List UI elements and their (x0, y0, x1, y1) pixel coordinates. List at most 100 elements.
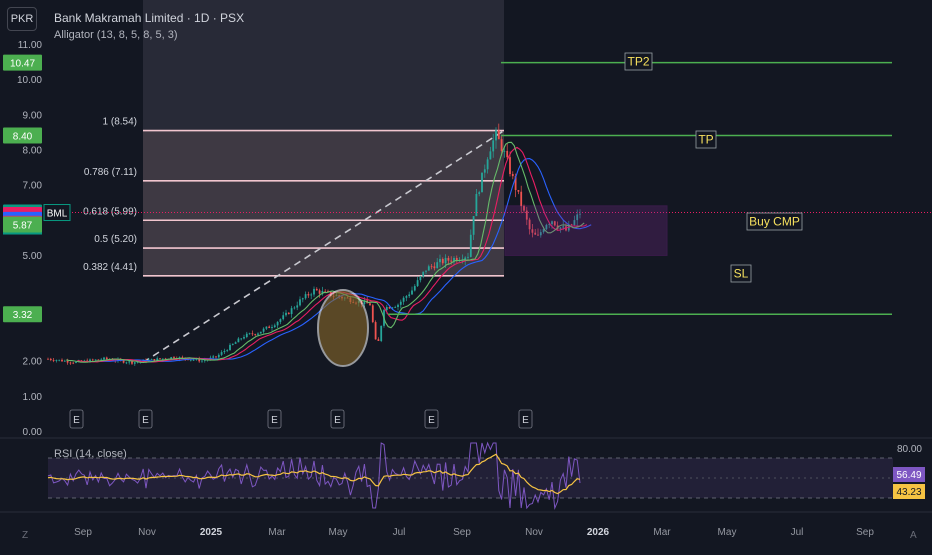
earnings-marker[interactable]: E (267, 409, 282, 429)
candle-body (391, 307, 394, 309)
price-tag-3.32: 3.32 (3, 306, 42, 323)
dip-highlight-circle (317, 289, 369, 367)
candle-body (105, 357, 108, 360)
price-tag-bg (3, 306, 42, 323)
candle-body (534, 232, 537, 235)
price-tag-5.87: 5.87 (3, 216, 42, 233)
candle-body (537, 234, 539, 236)
candle-body (539, 232, 542, 236)
candle-body (576, 214, 579, 221)
price-tag-bg (3, 127, 42, 144)
candle-body (153, 358, 156, 361)
rsi-upper-label: 80.00 (897, 444, 922, 455)
candle-body (416, 280, 419, 287)
chart-title: Bank Makramah Limited · 1D · PSX (54, 11, 245, 25)
price-tag-text: 5.87 (13, 220, 33, 231)
price-tag-bg (3, 54, 42, 71)
earnings-marker[interactable]: E (138, 409, 153, 429)
y-tick-label: 11.00 (18, 40, 43, 51)
candle-body (94, 359, 97, 361)
candle-body (324, 290, 327, 292)
candle-body (528, 219, 531, 230)
annotations-layer[interactable]: TP2 TP Buy CMP SL E E E E E E (48, 52, 932, 429)
candle-body (215, 356, 217, 358)
auto-scale-glyph[interactable]: A (910, 530, 917, 541)
rsi-pane: 80.00 56.49 43.23 (47, 441, 925, 510)
candle-body (220, 352, 223, 355)
earnings-marker-text: E (73, 415, 80, 426)
candle-body (173, 357, 175, 359)
tp-label: TP (695, 130, 717, 149)
candle-body (481, 172, 483, 193)
y-tick-label: 9.00 (23, 110, 43, 121)
candle-body (103, 357, 105, 360)
indicator-legend[interactable]: Alligator (13, 8, 5, 8, 5, 3) (54, 29, 178, 41)
candle-body (100, 359, 103, 361)
candle-body (514, 176, 517, 190)
candle-body (47, 358, 49, 360)
candle-body (262, 328, 265, 332)
sl-label-text: SL (734, 267, 749, 281)
candle-body (181, 357, 184, 358)
candle-body (133, 362, 136, 364)
x-tick-label: Mar (268, 527, 286, 538)
timezone-glyph[interactable]: Z (22, 530, 29, 541)
symbol-tag-bg (43, 204, 71, 222)
rsi-legend[interactable]: RSI (14, close) (54, 448, 127, 460)
candle-body (91, 359, 94, 361)
candle-body (559, 227, 562, 229)
time-axis: Sep Nov 2025 Mar May Jul Sep Nov 2026 Mar May Jul Se… (74, 527, 874, 538)
candle-body (517, 189, 520, 192)
earnings-marker[interactable]: E (424, 409, 439, 429)
candle-body (447, 257, 450, 261)
candle-body (363, 300, 366, 304)
candle-body (506, 150, 509, 158)
candle-body (399, 301, 402, 305)
candle-body (229, 344, 231, 351)
earnings-marker[interactable]: E (330, 409, 345, 429)
y-tick-label: 1.00 (23, 392, 43, 403)
candle-body (464, 257, 467, 260)
candle-body (450, 260, 453, 262)
candle-body (503, 150, 506, 152)
fibonacci-retracement[interactable]: 1 (8.54) 0.786 (7.11) 0.618 (5.99) 0.5 (5.2… (83, 117, 505, 364)
candle-body (97, 359, 100, 361)
candle-body (371, 305, 374, 323)
candle-body (397, 304, 399, 308)
candle-body (287, 312, 290, 315)
sl-label-box (730, 264, 752, 283)
symbol-tag-text: BML (47, 209, 68, 220)
candle-body (257, 333, 259, 335)
x-tick-label: Sep (856, 527, 874, 538)
earnings-marker-box (330, 409, 345, 429)
earnings-marker[interactable]: E (518, 409, 533, 429)
candle-body (315, 288, 318, 291)
tp2-label-text: TP2 (627, 55, 649, 69)
candle-body (301, 298, 304, 300)
currency-chip[interactable]: PKR (7, 7, 37, 31)
candle-body (55, 360, 58, 361)
candle-body (475, 193, 478, 217)
x-tick-label: May (329, 527, 348, 538)
candle-body (128, 361, 131, 363)
candle-body (486, 159, 489, 170)
candle-body (436, 262, 439, 269)
earnings-marker-text: E (334, 415, 341, 426)
candle-body (562, 226, 565, 228)
candle-body (189, 359, 192, 361)
candle-body (570, 224, 573, 226)
candle-body (444, 257, 447, 264)
candle-body (411, 290, 413, 295)
candle-body (150, 358, 153, 360)
candle-body (69, 362, 72, 364)
earnings-marker[interactable]: E (69, 409, 84, 429)
x-tick-label: May (718, 527, 737, 538)
price-tag-text: 10.47 (10, 59, 35, 70)
sl-label: SL (730, 264, 752, 283)
y-tick-label: 2.00 (23, 357, 43, 368)
rsi-ma-bg (893, 484, 925, 499)
candle-body (489, 151, 492, 160)
buy-cmp-label: Buy CMP (746, 212, 803, 231)
